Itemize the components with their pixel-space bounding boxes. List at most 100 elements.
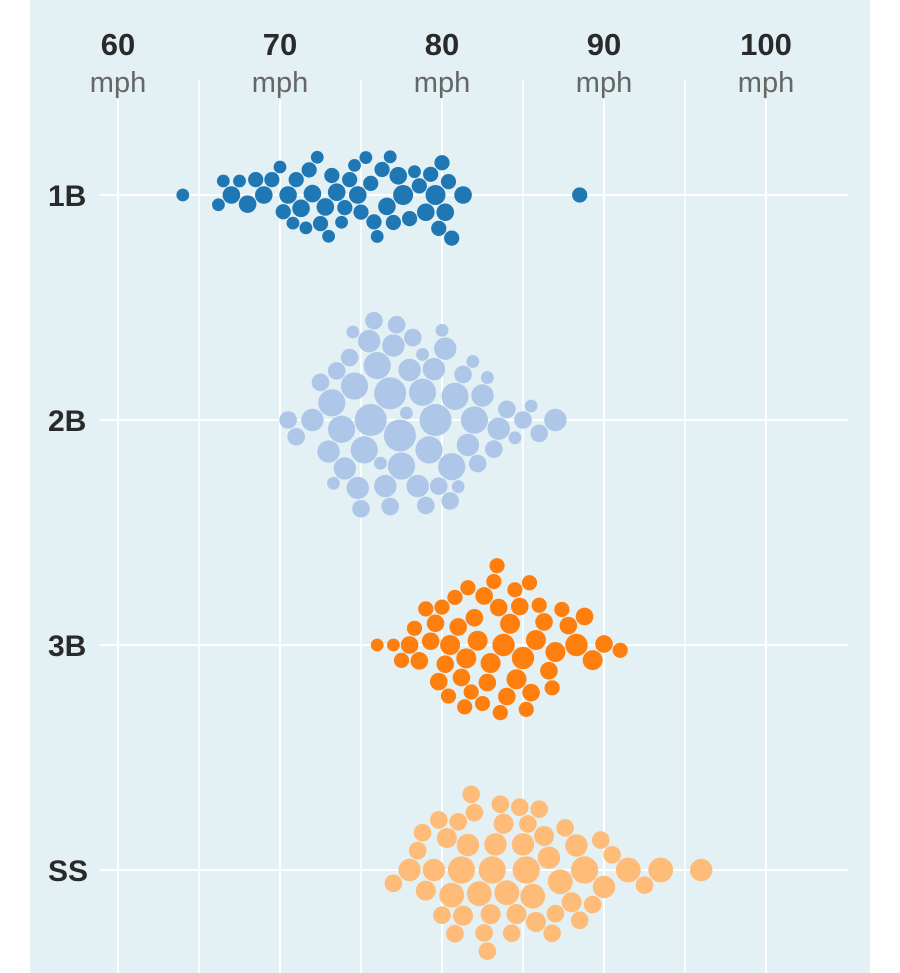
data-point-2b: [287, 427, 306, 446]
data-point-3b: [370, 638, 384, 652]
data-point-ss: [546, 904, 565, 923]
data-point-ss: [519, 815, 537, 833]
data-point-2b: [485, 440, 503, 458]
data-point-3b: [554, 601, 570, 618]
data-point-ss: [565, 834, 588, 857]
data-point-ss: [462, 785, 480, 804]
row-label: SS: [48, 855, 88, 888]
data-point-3b: [544, 680, 560, 696]
data-point-2b: [374, 377, 407, 410]
data-point-2b: [398, 358, 421, 382]
data-point-1b: [359, 151, 373, 164]
data-point-3b: [521, 575, 538, 591]
data-point-3b: [575, 607, 594, 626]
data-point-2b: [468, 454, 487, 473]
data-point-1b: [254, 186, 273, 204]
data-point-1b: [212, 198, 225, 212]
data-point-2b: [346, 476, 369, 500]
data-point-3b: [474, 695, 491, 712]
row-ss: SS: [48, 785, 848, 960]
data-point-2b: [399, 406, 413, 420]
data-point-1b: [342, 172, 358, 188]
data-point-3b: [595, 635, 613, 653]
data-point-2b: [365, 311, 383, 330]
data-point-1b: [374, 161, 390, 178]
data-point-ss: [422, 858, 446, 882]
data-point-3b: [457, 699, 473, 715]
data-point-3b: [498, 687, 516, 706]
data-point-2b: [451, 480, 465, 494]
data-point-1b: [402, 210, 418, 227]
data-point-ss: [537, 846, 561, 869]
data-point-ss: [502, 924, 521, 943]
chart-background: [30, 0, 870, 973]
data-point-2b: [408, 378, 437, 406]
data-point-1b: [572, 187, 588, 203]
data-point-2b: [406, 474, 429, 498]
data-point-2b: [374, 456, 387, 470]
data-point-1b: [233, 174, 246, 188]
data-point-1b: [370, 230, 384, 243]
data-point-2b: [279, 411, 297, 429]
data-point-3b: [489, 598, 508, 617]
data-point-1b: [316, 198, 335, 216]
data-point-ss: [447, 856, 476, 884]
data-point-1b: [408, 165, 421, 179]
data-point-ss: [433, 906, 451, 924]
data-point-1b: [393, 185, 414, 205]
data-point-2b: [340, 372, 369, 400]
data-point-ss: [510, 798, 529, 817]
data-point-3b: [535, 613, 553, 631]
data-point-1b: [454, 186, 472, 204]
data-point-ss: [534, 826, 555, 847]
data-point-1b: [353, 204, 369, 220]
data-point-1b: [327, 183, 346, 201]
data-point-3b: [465, 608, 484, 627]
data-point-3b: [449, 618, 468, 636]
data-point-1b: [385, 214, 401, 231]
data-point-3b: [492, 705, 508, 721]
data-point-3b: [525, 630, 546, 651]
data-point-2b: [434, 337, 457, 360]
data-point-3b: [440, 635, 461, 655]
data-point-1b: [389, 167, 408, 185]
data-point-1b: [222, 186, 241, 204]
data-point-1b: [275, 204, 291, 220]
data-point-3b: [426, 614, 445, 633]
data-point-1b: [411, 178, 427, 194]
data-point-ss: [511, 833, 535, 856]
data-point-1b: [322, 229, 335, 243]
data-point-1b: [292, 199, 310, 218]
data-point-ss: [690, 858, 713, 882]
x-tick-unit: mph: [738, 67, 794, 99]
data-point-2b: [438, 453, 466, 481]
data-point-2b: [416, 347, 429, 361]
x-tick-unit: mph: [414, 67, 470, 99]
row-2b: 2B: [48, 311, 848, 518]
x-tick-label: 90: [587, 27, 621, 62]
x-tick-label: 70: [263, 27, 297, 62]
data-point-3b: [492, 633, 515, 657]
data-point-2b: [422, 357, 446, 381]
data-point-2b: [456, 433, 480, 457]
data-point-2b: [374, 474, 397, 498]
data-point-3b: [480, 653, 501, 674]
data-point-1b: [348, 186, 367, 204]
data-point-1b: [378, 197, 396, 216]
data-point-3b: [387, 638, 400, 652]
data-point-3b: [545, 642, 566, 663]
x-tick-unit: mph: [576, 67, 632, 99]
data-point-ss: [592, 875, 616, 899]
data-point-2b: [327, 476, 340, 490]
data-point-ss: [648, 857, 674, 883]
data-point-2b: [382, 334, 405, 357]
data-point-2b: [363, 352, 391, 380]
data-point-3b: [418, 601, 434, 617]
data-point-1b: [273, 160, 287, 174]
data-point-ss: [439, 882, 465, 908]
row-1b: 1B: [48, 150, 848, 246]
data-point-2b: [383, 419, 416, 452]
data-point-ss: [491, 795, 510, 814]
data-point-1b: [248, 172, 264, 188]
data-point-ss: [512, 856, 540, 884]
